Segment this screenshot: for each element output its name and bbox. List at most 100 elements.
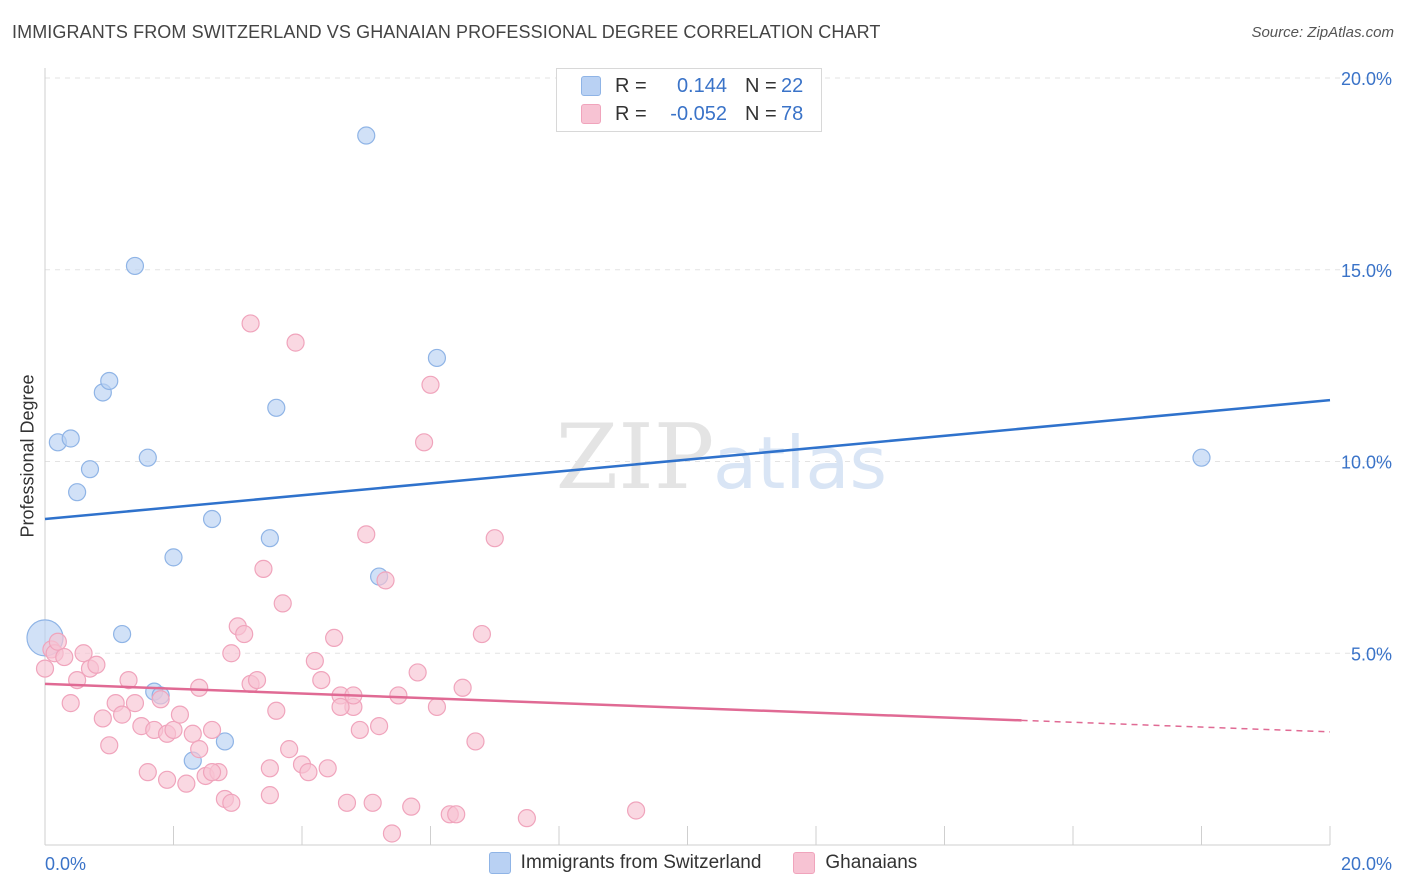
point-ghanaians	[125, 694, 145, 713]
point-ghanaians	[138, 763, 157, 782]
y-tick-label: 15.0%	[1341, 261, 1392, 281]
point-ghanaians	[87, 655, 106, 674]
point-ghanaians	[626, 801, 646, 820]
trend-line-ghanaians	[44, 682, 1022, 722]
legend-r-label: R =	[615, 102, 647, 125]
point-ghanaians	[305, 651, 324, 671]
point-ghanaians	[408, 663, 427, 682]
trend-line-ghanaians-extension	[1021, 719, 1331, 733]
point-ghanaians	[286, 333, 305, 352]
point-ghanaians	[280, 740, 299, 759]
point-ghanaians	[312, 670, 331, 690]
point-ghanaians	[389, 686, 408, 705]
point-ghanaians	[177, 774, 196, 793]
point-ghanaians	[35, 659, 55, 678]
legend-item-switzerland: Immigrants from Switzerland	[488, 852, 762, 874]
point-ghanaians	[247, 670, 267, 690]
point-ghanaians	[222, 644, 241, 663]
point-ghanaians	[74, 644, 93, 663]
point-ghanaians	[402, 797, 421, 816]
axes	[44, 68, 1331, 846]
point-ghanaians	[112, 705, 132, 724]
point-switzerland	[112, 624, 132, 644]
legend-n-label: N =	[745, 74, 777, 97]
point-ghanaians	[414, 433, 434, 452]
point-ghanaians	[190, 740, 209, 759]
legend-swatch-pink	[793, 852, 816, 874]
legend-swatch-blue	[488, 852, 511, 874]
legend-n-value: 78	[781, 102, 804, 125]
point-ghanaians	[517, 809, 536, 828]
point-ghanaians	[267, 701, 286, 720]
y-tick-label: 5.0%	[1351, 644, 1392, 664]
watermark-atlas: atlas	[713, 421, 887, 505]
x-tick-label: 0.0%	[45, 854, 86, 874]
point-ghanaians	[202, 763, 222, 782]
y-tick-label: 20.0%	[1341, 69, 1392, 89]
point-ghanaians	[164, 720, 183, 740]
watermark: ZIP atlas	[556, 405, 887, 510]
point-ghanaians	[363, 793, 382, 812]
tick-labels: 5.0% 10.0% 15.0% 20.0% 0.0% 20.0%	[45, 69, 1392, 874]
point-ghanaians	[260, 759, 279, 778]
trend-line-switzerland	[44, 398, 1331, 521]
point-switzerland	[61, 429, 80, 448]
point-ghanaians	[472, 624, 491, 644]
trend-lines	[44, 398, 1331, 733]
point-ghanaians	[299, 763, 318, 782]
point-switzerland	[164, 548, 183, 567]
y-tick-label: 10.0%	[1341, 453, 1392, 473]
legend-swatch-blue	[581, 76, 601, 96]
point-ghanaians	[222, 793, 241, 812]
point-ghanaians	[447, 805, 466, 824]
point-ghanaians	[453, 678, 472, 697]
point-ghanaians	[100, 736, 119, 755]
point-ghanaians	[485, 529, 504, 548]
legend-swatch-pink	[581, 104, 601, 124]
chart-title: IMMIGRANTS FROM SWITZERLAND VS GHANAIAN …	[12, 22, 881, 42]
legend-label-switzerland: Immigrants from Switzerland	[520, 852, 762, 873]
point-switzerland	[357, 126, 376, 145]
y-axis-label: Professional Degree	[17, 374, 38, 538]
legend-r-value: 0.144	[676, 74, 727, 97]
legend-n-value: 22	[781, 74, 804, 97]
point-ghanaians	[254, 559, 273, 578]
point-ghanaians	[61, 694, 80, 713]
point-switzerland	[202, 509, 222, 529]
legend-row-switzerland: R = 0.144 N = 22	[581, 73, 803, 99]
point-switzerland	[100, 371, 119, 391]
point-switzerland	[80, 460, 100, 479]
legend-row-ghanaians: R = -0.052 N = 78	[581, 101, 803, 127]
point-switzerland	[427, 348, 447, 368]
point-ghanaians	[427, 697, 447, 717]
point-ghanaians	[55, 647, 74, 667]
point-ghanaians	[93, 709, 112, 728]
point-switzerland	[260, 529, 279, 548]
legend-item-ghanaians: Ghanaians	[793, 852, 917, 874]
point-ghanaians	[157, 770, 177, 789]
point-ghanaians	[183, 724, 202, 743]
grid-lines	[45, 77, 1392, 654]
watermark-zip: ZIP	[556, 405, 715, 510]
point-ghanaians	[421, 375, 440, 394]
point-switzerland	[68, 483, 87, 502]
x-tick-label: 20.0%	[1341, 854, 1392, 874]
point-ghanaians	[48, 632, 67, 651]
point-ghanaians	[337, 793, 357, 812]
point-ghanaians	[370, 717, 389, 736]
point-ghanaians	[202, 720, 222, 740]
point-ghanaians	[318, 759, 337, 778]
point-ghanaians	[260, 786, 279, 805]
source-label: Source: ZipAtlas.com	[1251, 24, 1394, 41]
point-ghanaians	[357, 525, 376, 544]
legend-r-label: R =	[615, 74, 647, 97]
point-switzerland	[138, 448, 157, 467]
point-ghanaians	[190, 678, 209, 697]
point-ghanaians	[376, 571, 395, 590]
point-switzerland	[267, 398, 286, 417]
data-points	[26, 126, 1211, 843]
point-switzerland	[125, 256, 145, 276]
correlation-legend: R = 0.144 N = 22 R = -0.052 N = 78	[556, 68, 822, 132]
point-ghanaians	[331, 697, 350, 717]
